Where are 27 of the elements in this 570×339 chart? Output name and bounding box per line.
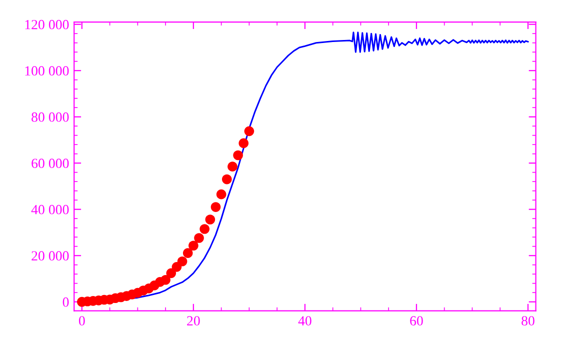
x-tick-label: 80 bbox=[522, 316, 534, 326]
point bbox=[160, 274, 170, 285]
y-tick-label: 120 000 bbox=[25, 20, 69, 30]
y-tick-label: 0 bbox=[62, 297, 69, 307]
point bbox=[182, 248, 193, 258]
y-tick-label: 20 000 bbox=[32, 251, 69, 261]
x-tick-label: 0 bbox=[78, 316, 85, 326]
x-tick-label: 40 bbox=[298, 316, 312, 326]
y-tick-label: 100 000 bbox=[25, 66, 69, 76]
y-tick-label: 80 000 bbox=[32, 112, 69, 122]
point bbox=[166, 268, 176, 278]
point bbox=[205, 214, 216, 224]
point bbox=[238, 138, 249, 148]
point bbox=[244, 126, 254, 136]
point bbox=[228, 162, 238, 172]
x-tick-label: 60 bbox=[410, 316, 423, 326]
y-tick-label: 40 000 bbox=[31, 204, 69, 214]
point bbox=[177, 256, 188, 266]
point bbox=[233, 150, 243, 160]
x-tick-label: 20 bbox=[187, 316, 200, 326]
point bbox=[188, 240, 198, 251]
point bbox=[216, 189, 226, 200]
point bbox=[210, 202, 221, 212]
point bbox=[194, 233, 204, 243]
point bbox=[222, 174, 232, 184]
y-tick-label: 60 000 bbox=[32, 158, 69, 168]
point bbox=[200, 224, 210, 234]
